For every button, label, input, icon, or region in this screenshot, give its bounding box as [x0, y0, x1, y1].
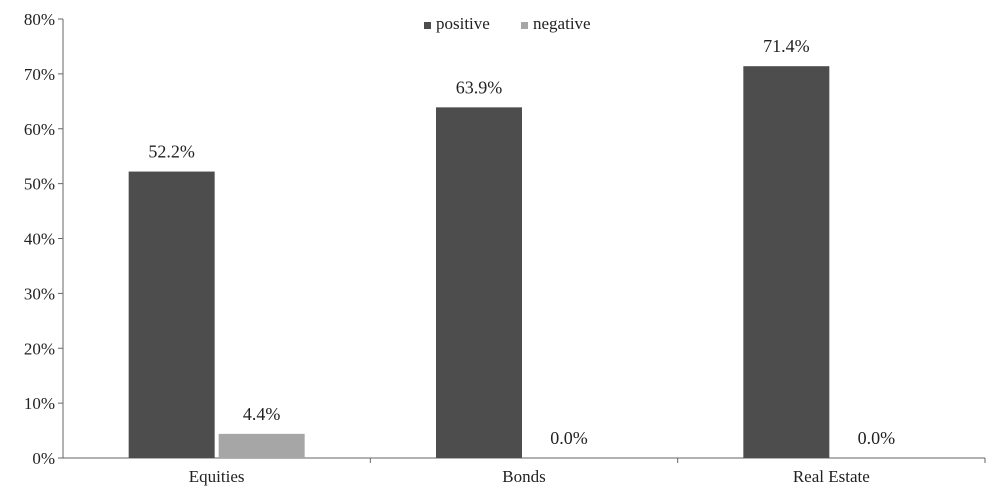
y-axis-ticks: 0% 10% 20% 30% 40% 50% 60% 70% 80%	[24, 10, 63, 468]
bar-positive-real-estate	[743, 66, 830, 458]
data-labels: 52.2% 4.4% 63.9% 0.0% 71.4% 0.0%	[148, 36, 895, 448]
y-tick-label: 50%	[24, 175, 55, 194]
data-label: 0.0%	[858, 428, 896, 448]
y-tick-label: 60%	[24, 120, 55, 139]
data-label: 52.2%	[148, 142, 195, 162]
bar-negative-equities	[218, 433, 305, 458]
data-label: 63.9%	[456, 77, 503, 97]
data-label: 71.4%	[763, 36, 810, 56]
bar-positive-bonds	[436, 107, 522, 458]
bars	[128, 66, 830, 459]
y-tick-label: 70%	[24, 65, 55, 84]
y-tick-label: 40%	[24, 230, 55, 249]
y-tick-label: 0%	[32, 449, 55, 468]
legend-swatch-positive	[424, 22, 431, 29]
legend-label-negative: negative	[533, 14, 591, 33]
data-label: 4.4%	[243, 404, 281, 424]
x-category-label: Equities	[189, 467, 245, 486]
y-tick-label: 30%	[24, 284, 55, 303]
x-axis-categories: Equities Bonds Real Estate	[189, 458, 986, 486]
x-category-label: Bonds	[502, 467, 545, 486]
data-label: 0.0%	[550, 428, 588, 448]
legend: positive negative	[424, 14, 591, 33]
y-tick-label: 80%	[24, 10, 55, 29]
y-tick-label: 20%	[24, 339, 55, 358]
bar-positive-equities	[128, 171, 215, 459]
legend-label-positive: positive	[436, 14, 490, 33]
y-tick-label: 10%	[24, 394, 55, 413]
legend-swatch-negative	[521, 22, 528, 29]
x-category-label: Real Estate	[793, 467, 870, 486]
